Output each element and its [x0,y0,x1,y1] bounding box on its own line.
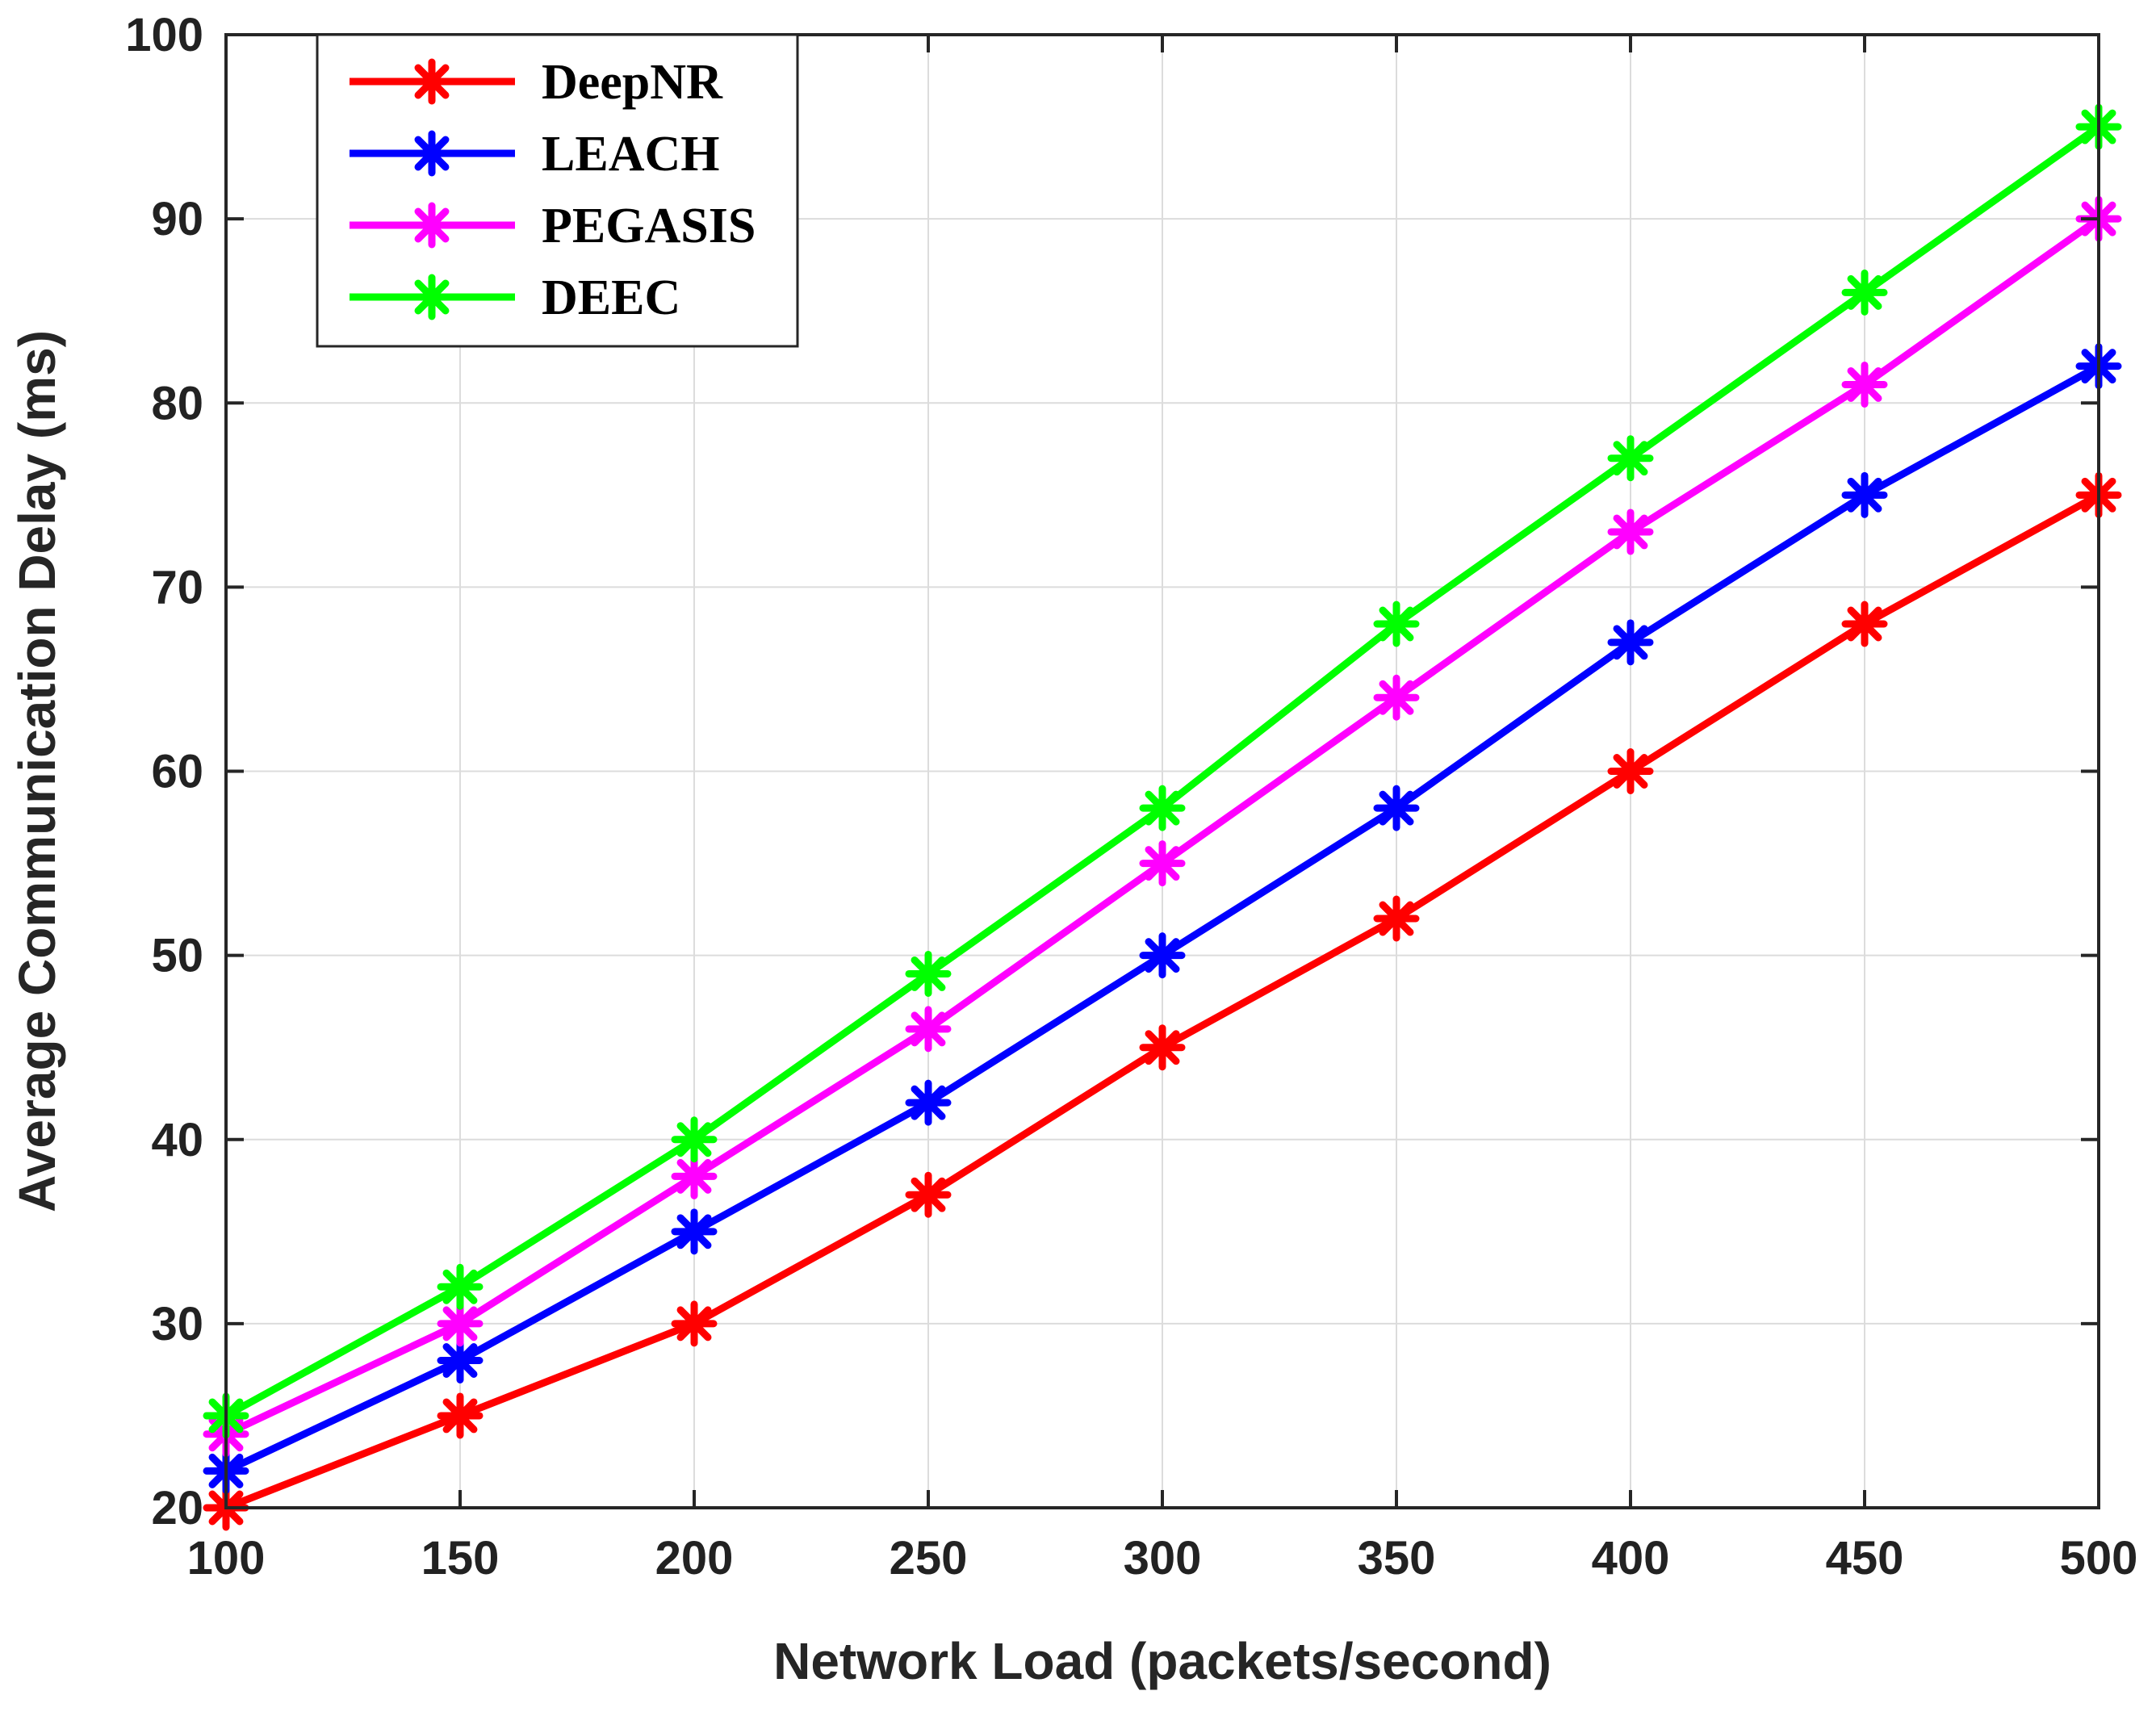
data-point [671,1300,718,1347]
data-point [671,1116,718,1163]
data-point [1607,619,1654,666]
data-point [1373,674,1420,721]
legend-marker [408,274,455,320]
data-point [905,950,952,997]
legend-label: LEACH [542,127,719,182]
y-tick-label: 30 [151,1298,203,1350]
x-tick-label: 250 [890,1532,968,1584]
legend-item: DEEC [350,270,680,325]
y-axis-title: Average Communication Delay (ms) [8,330,66,1212]
x-axis-title: Network Load (packets/second) [773,1632,1551,1690]
y-tick-label: 80 [151,377,203,429]
data-point [1841,361,1888,408]
legend-marker [408,130,455,177]
y-tick-label: 40 [151,1114,203,1166]
axis-ticks: 100 150 200 250 300 350 400 450 500 20 30 40 50 60 70 8… [125,9,2137,1584]
data-point [1139,1024,1186,1071]
data-point [1139,840,1186,887]
legend-label: PEGASIS [542,199,756,253]
legend: DeepNR LEACH PEGASIS DEEC [316,33,799,348]
data-point [437,1263,484,1310]
y-tick-label: 90 [151,193,203,245]
y-tick-label: 50 [151,930,203,982]
data-point [671,1153,718,1199]
legend-label: DEEC [542,270,680,325]
data-point [1373,601,1420,647]
data-point [1373,895,1420,942]
x-tick-label: 200 [655,1532,734,1584]
x-tick-label: 450 [1826,1532,1904,1584]
data-point [1841,601,1888,647]
series-pegasis [203,195,2122,1458]
data-point [1841,471,1888,518]
legend-item: PEGASIS [350,199,756,253]
data-point [1607,748,1654,794]
series-deec [203,103,2122,1439]
legend-marker [408,202,455,249]
data-point [905,1006,952,1053]
data-point [1607,509,1654,555]
legend-item: LEACH [350,127,719,182]
data-point [905,1171,952,1218]
legend-label: DeepNR [542,55,723,110]
x-tick-label: 350 [1358,1532,1436,1584]
data-point [437,1337,484,1383]
x-tick-label: 400 [1592,1532,1670,1584]
data-point [1139,785,1186,831]
y-tick-label: 70 [151,561,203,613]
y-tick-label: 100 [125,9,203,61]
data-point [1373,785,1420,831]
y-tick-label: 20 [151,1482,203,1534]
data-point [437,1300,484,1347]
data-point [671,1208,718,1255]
data-point [905,1079,952,1126]
y-tick-label: 60 [151,746,203,798]
legend-marker [408,58,455,105]
x-tick-label: 100 [187,1532,266,1584]
legend-item: DeepNR [350,55,723,110]
data-point [437,1392,484,1439]
x-tick-label: 150 [421,1532,500,1584]
data-point [1841,269,1888,316]
data-point [1139,932,1186,979]
x-tick-label: 500 [2060,1532,2138,1584]
data-point [1607,435,1654,482]
x-tick-label: 300 [1124,1532,1202,1584]
